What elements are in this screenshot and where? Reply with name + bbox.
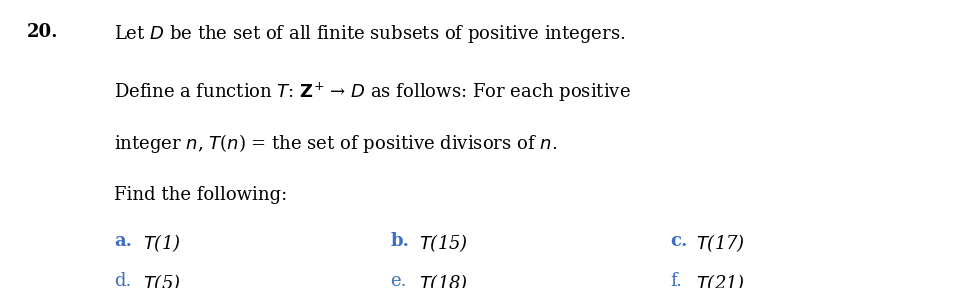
Text: e.: e. — [390, 272, 407, 288]
Text: $T$(1): $T$(1) — [143, 232, 180, 254]
Text: $T$(15): $T$(15) — [419, 232, 469, 254]
Text: $T$(18): $T$(18) — [419, 272, 469, 288]
Text: Find the following:: Find the following: — [114, 186, 287, 204]
Text: d.: d. — [114, 272, 131, 288]
Text: b.: b. — [390, 232, 410, 250]
Text: $T$(17): $T$(17) — [696, 232, 745, 254]
Text: 20.: 20. — [27, 23, 59, 41]
Text: f.: f. — [670, 272, 682, 288]
Text: a.: a. — [114, 232, 132, 250]
Text: integer $n$, $T$($n$) = the set of positive divisors of $n$.: integer $n$, $T$($n$) = the set of posit… — [114, 132, 557, 156]
Text: Define a function $T$: $\mathbf{Z}^{+}$ → $D$ as follows: For each positive: Define a function $T$: $\mathbf{Z}^{+}$ … — [114, 81, 630, 104]
Text: c.: c. — [670, 232, 687, 250]
Text: $T$(21): $T$(21) — [696, 272, 745, 288]
Text: Let $D$ be the set of all finite subsets of positive integers.: Let $D$ be the set of all finite subsets… — [114, 23, 626, 45]
Text: $T$(5): $T$(5) — [143, 272, 180, 288]
